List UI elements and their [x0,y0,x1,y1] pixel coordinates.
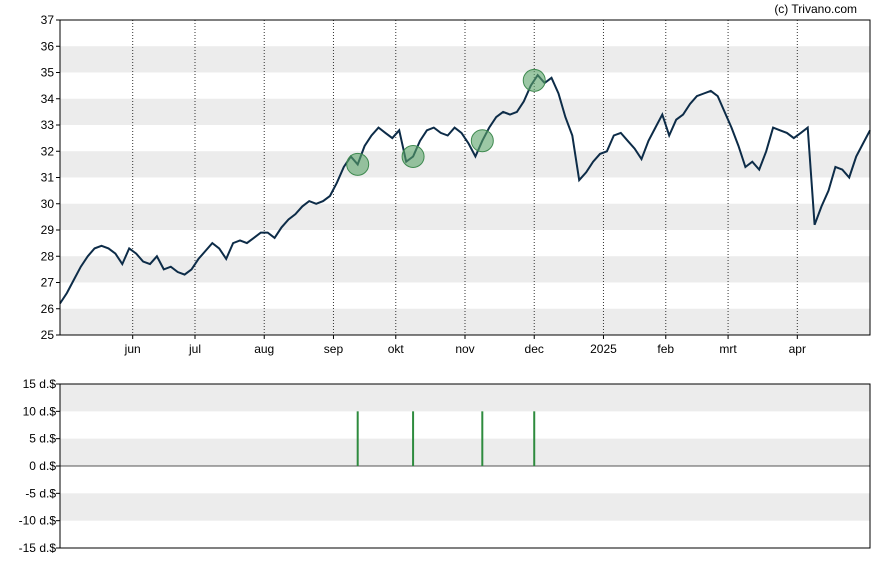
x-tick-label: jul [188,342,201,356]
price-line [59,73,871,305]
y-tick-label: 15 d.$ [23,377,57,391]
grid-band [60,438,870,466]
dividend-chart-panel: 15 d.$ 10 d.$ 5 d.$ 0 d.$ -5 d.$ -10 d.$ -15 d… [19,377,871,555]
y-tick-label: 34 [41,92,55,106]
x-tick-label: sep [324,342,344,356]
x-tick-label: apr [789,342,806,356]
y-tick-label: 36 [41,39,55,53]
grid-band [60,384,870,412]
x-tick-label: nov [455,342,474,356]
dividend-chart-frame [59,383,871,549]
y-tick-label: 0 d.$ [29,459,56,473]
x-tick-label: jun [124,342,141,356]
y-tick-label: 32 [41,144,55,158]
y-tick-label: 26 [41,302,55,316]
y-tick-label: 5 d.$ [29,432,56,446]
grid-band [60,98,870,125]
x-tick-label: dec [525,342,544,356]
y-tick-label: 37 [41,13,55,27]
x-tick-label: aug [254,342,274,356]
y-tick-label: 30 [41,197,55,211]
y-tick-label: 31 [41,171,55,185]
price-chart-frame [59,19,871,336]
copyright-label: (c) Trivano.com [774,2,857,16]
y-tick-label: 25 [41,328,55,342]
grid-band [60,308,870,335]
y-tick-label: 29 [41,223,55,237]
dividend-marker [470,129,494,153]
grid-band [60,493,870,521]
x-tick-label: 2025 [590,342,617,356]
dividend-marker [346,152,370,176]
x-tick-label: okt [388,342,405,356]
grid-band [60,203,870,230]
y-tick-label: 33 [41,118,55,132]
y-tick-label: -5 d.$ [25,486,56,500]
y-tick-label: 27 [41,276,55,290]
dividend-marker [401,145,425,168]
y-tick-label: 35 [41,66,55,80]
y-tick-label: -10 d.$ [19,514,57,528]
price-chart-panel: 25 26 27 28 29 30 31 32 33 34 35 36 37 jun jul aug sep o… [41,13,871,356]
x-tick-label: mrt [719,342,737,356]
dividend-marker [522,68,546,92]
x-tick-label: feb [657,342,674,356]
y-tick-label: -15 d.$ [19,541,57,555]
y-tick-label: 10 d.$ [23,404,57,418]
y-tick-label: 28 [41,249,55,263]
